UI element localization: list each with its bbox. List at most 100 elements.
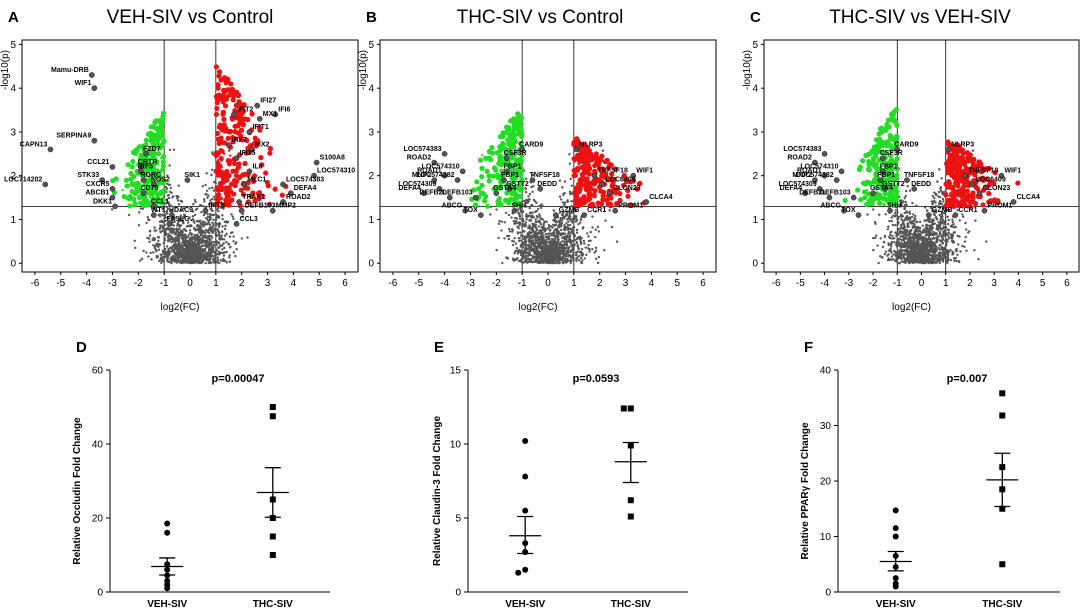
y-tick-label: 4 [752, 84, 758, 95]
gene-point [558, 261, 561, 264]
gene-point [171, 196, 174, 199]
gene-point [530, 185, 533, 189]
gene-label: SHH [511, 203, 526, 210]
gene-label: CCL1 [151, 198, 169, 205]
gene-point [195, 219, 199, 223]
gene-point [200, 211, 203, 214]
gene-point [561, 261, 564, 265]
gene-point [527, 251, 530, 255]
gene-point-up [634, 186, 640, 192]
gene-point [182, 253, 186, 257]
gene-point [192, 202, 195, 206]
gene-point-up [621, 182, 627, 189]
gene-label: FASLG [166, 216, 190, 223]
gene-point [937, 255, 941, 258]
gene-point [872, 236, 875, 240]
gene-point-up [235, 93, 241, 99]
labelled-gene-point [256, 115, 263, 122]
labelled-gene-point [140, 190, 147, 197]
gene-point-down [143, 142, 149, 148]
gene-point [542, 259, 546, 262]
gene-point [206, 230, 209, 234]
x-tick-label: -3 [108, 278, 117, 289]
gene-point [216, 260, 219, 263]
gene-point [208, 226, 212, 229]
gene-point [540, 238, 543, 242]
gene-point [207, 202, 211, 206]
gene-point [568, 162, 572, 165]
gene-label: CLON23 [613, 185, 641, 192]
gene-point [538, 238, 541, 241]
gene-point [883, 234, 887, 238]
gene-point [146, 215, 150, 219]
gene-point-down [156, 127, 162, 134]
gene-point [568, 190, 572, 194]
gene-point-down [146, 147, 152, 153]
gene-point [903, 203, 907, 207]
gene-point [531, 190, 534, 194]
gene-point-down [154, 132, 160, 138]
gene-point [145, 221, 148, 225]
gene-point-down [486, 173, 492, 179]
gene-point [523, 237, 526, 241]
gene-point [891, 223, 895, 227]
gene-point [567, 220, 570, 223]
gene-point-down [157, 145, 163, 151]
gene-point-down [143, 163, 149, 170]
gene-point-down [517, 159, 523, 165]
gene-point [933, 197, 936, 200]
labelled-gene-point [441, 151, 448, 157]
gene-point [577, 222, 580, 226]
gene-point-down [479, 182, 485, 188]
gene-point [209, 238, 212, 241]
gene-label: MX2 [255, 141, 270, 148]
gene-point [207, 221, 210, 224]
gene-point [534, 259, 537, 262]
gene-point [165, 227, 168, 231]
gene-point [213, 260, 216, 264]
y-tick-label: 3 [752, 127, 758, 138]
gene-point [931, 194, 935, 198]
gene-point [935, 225, 939, 229]
gene-point [615, 240, 619, 243]
gene-point-up [266, 201, 273, 207]
gene-point-down [501, 146, 507, 152]
gene-point [175, 194, 178, 198]
gene-point [939, 187, 942, 190]
gene-point [934, 204, 937, 208]
gene-point [178, 261, 181, 264]
gene-point [167, 228, 170, 231]
gene-point [185, 225, 189, 228]
gene-point [206, 212, 209, 216]
gene-point [161, 213, 165, 217]
gene-label: FZD7 [143, 146, 161, 153]
gene-label: ROAD1 [417, 168, 442, 175]
gene-label: LOC574310 [422, 163, 460, 170]
gene-point-up [598, 201, 605, 207]
gene-point [582, 239, 586, 243]
gene-point [567, 230, 571, 234]
gene-point [526, 254, 530, 258]
gene-point [539, 230, 543, 234]
y-tick-label: 0 [368, 259, 374, 270]
gene-point-down [161, 138, 167, 144]
gene-point [894, 209, 898, 212]
gene-point [516, 208, 520, 211]
gene-point [215, 249, 218, 252]
gene-point [931, 210, 934, 213]
gene-point [223, 234, 227, 237]
gene-point [191, 218, 195, 221]
gene-point [521, 219, 524, 223]
gene-point-up [267, 150, 273, 156]
gene-point [223, 227, 227, 231]
gene-point [210, 245, 213, 249]
gene-point [177, 234, 180, 237]
gene-point [556, 253, 559, 256]
gene-label: IFI27 [260, 98, 276, 105]
gene-point [189, 246, 193, 250]
gene-point-up [213, 150, 220, 156]
gene-point [547, 224, 551, 227]
gene-point [575, 257, 578, 260]
gene-point [930, 229, 933, 232]
